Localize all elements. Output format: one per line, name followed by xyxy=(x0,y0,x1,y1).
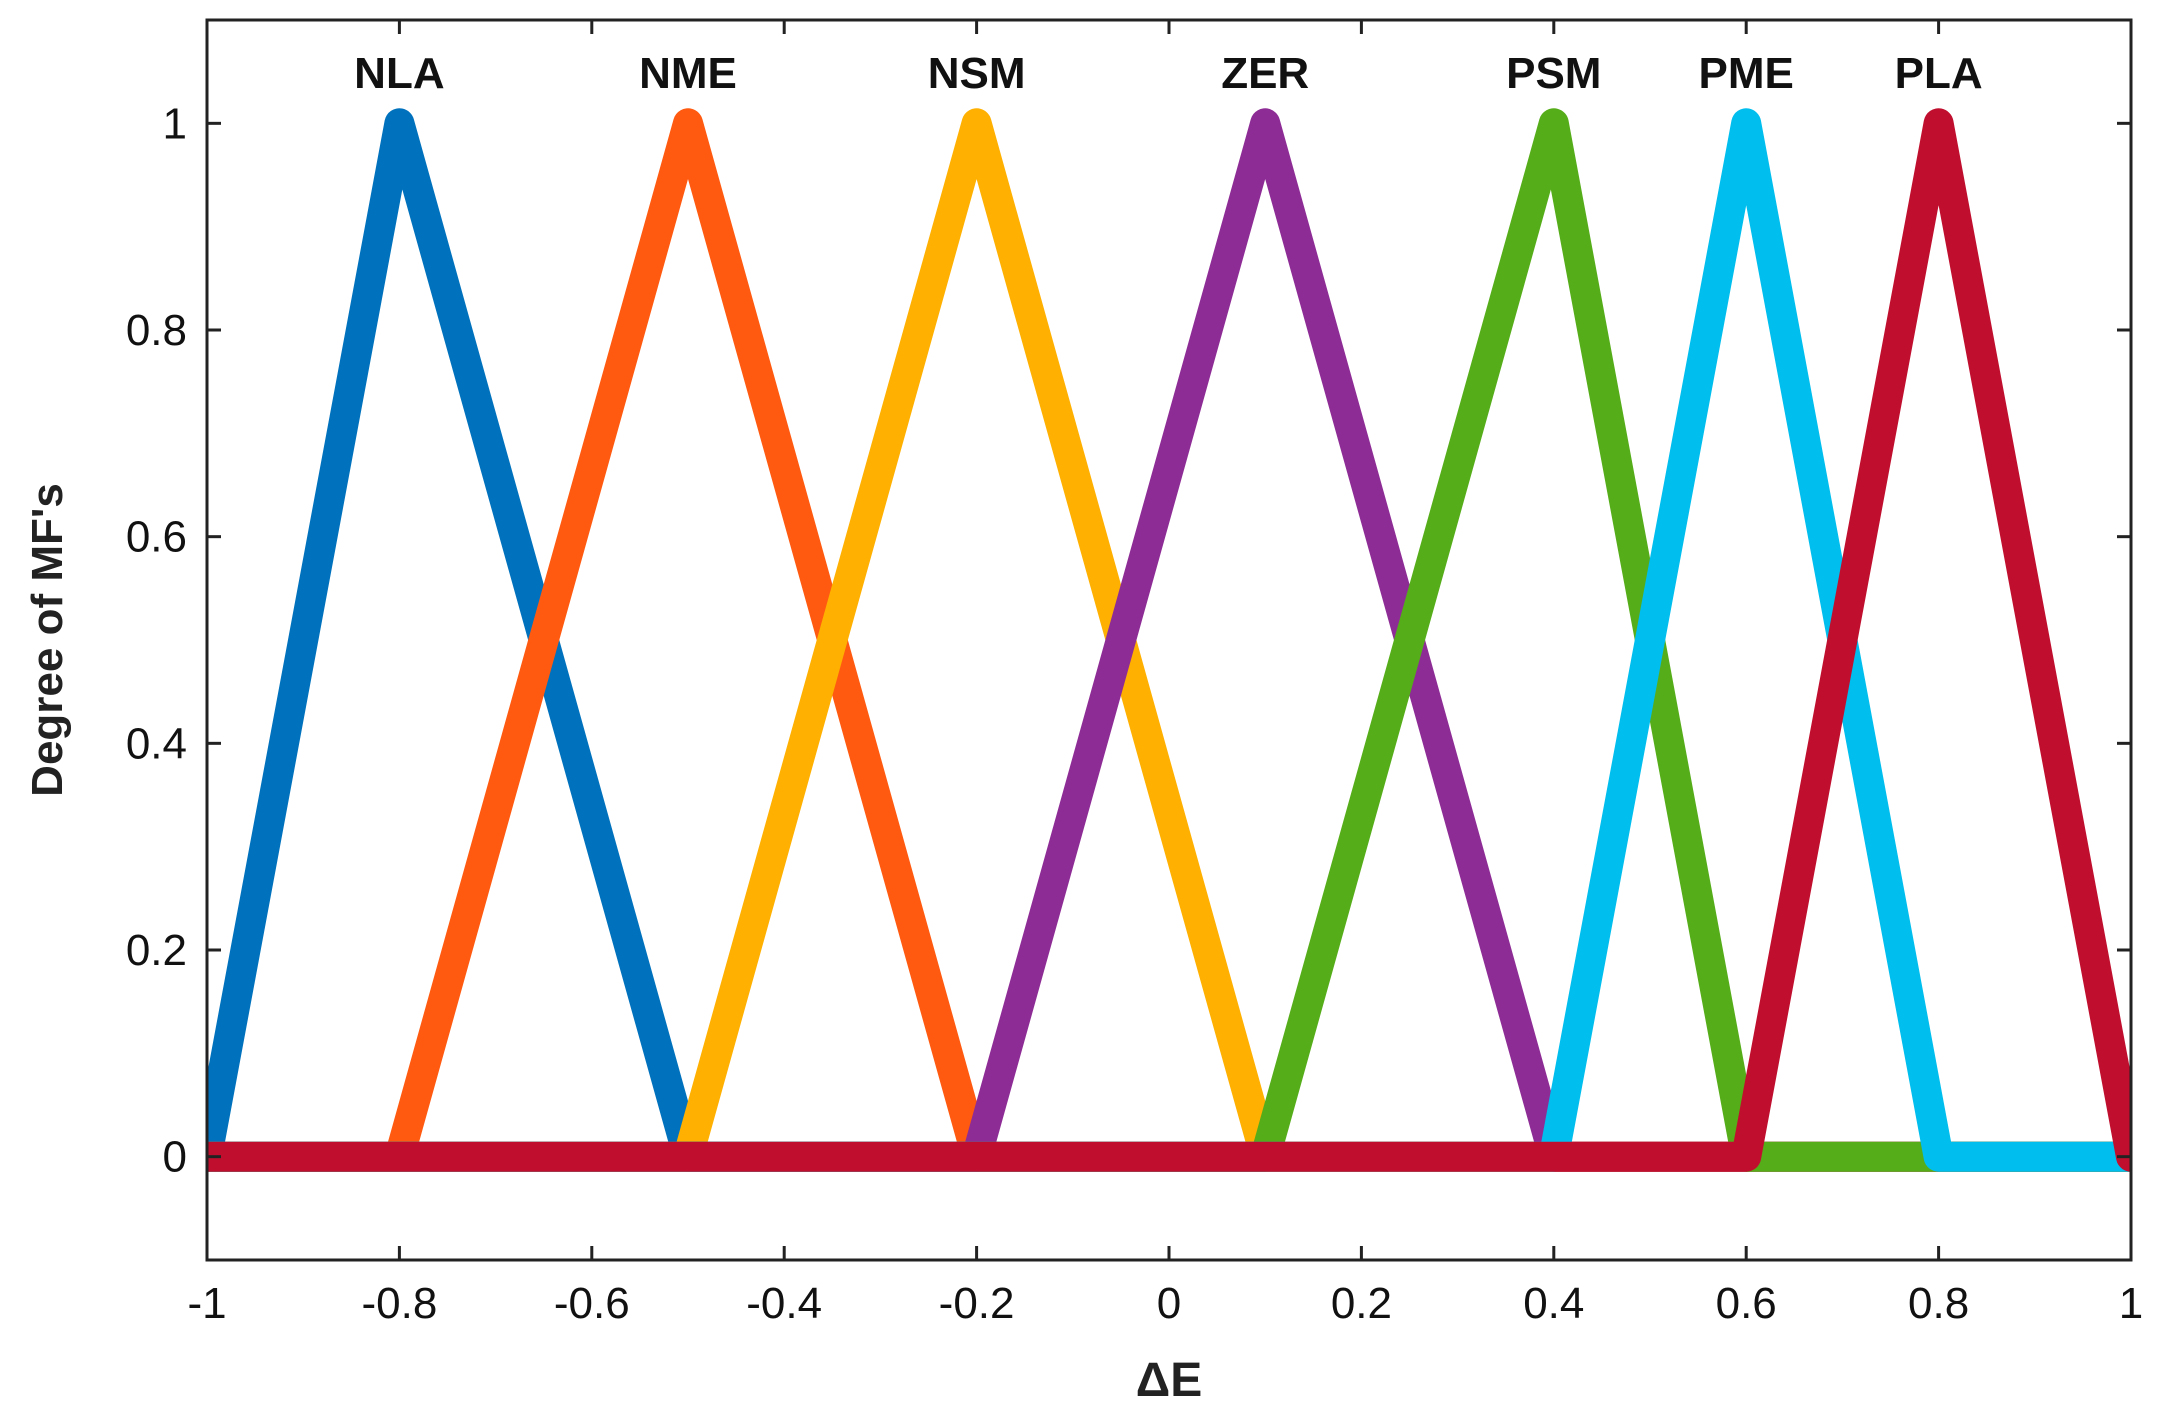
x-axis-label: ΔE xyxy=(1136,1354,1203,1407)
series-layer xyxy=(207,108,2131,1172)
mf-label-zer: ZER xyxy=(1221,49,1309,98)
x-tick-label: -1 xyxy=(187,1279,226,1328)
x-tick-label: -0.4 xyxy=(746,1279,822,1328)
x-tick-label: 0.4 xyxy=(1523,1279,1584,1328)
x-tick-label: 0.2 xyxy=(1331,1279,1392,1328)
y-tick-label: 0.8 xyxy=(126,306,187,355)
mf-label-psm: PSM xyxy=(1506,49,1601,98)
mf-label-nme: NME xyxy=(639,49,737,98)
plot-frame xyxy=(205,18,2133,1262)
x-tick-label: -0.6 xyxy=(554,1279,630,1328)
x-tick-label: -0.2 xyxy=(939,1279,1015,1328)
x-tick-label: 0 xyxy=(1157,1279,1181,1328)
mf-labels-layer: NLA NME NSM ZER PSM PME PLA xyxy=(354,49,1982,98)
mf-label-nsm: NSM xyxy=(928,49,1026,98)
y-tick-label: 0 xyxy=(163,1133,187,1182)
y-tick-label: 0.4 xyxy=(126,719,187,768)
x-tick-label: -0.8 xyxy=(361,1279,437,1328)
mf-label-pla: PLA xyxy=(1895,49,1983,98)
y-axis-label: Degree of MF's xyxy=(23,483,72,797)
series-line-pla xyxy=(207,108,2131,1172)
y-tick-label: 0.2 xyxy=(126,926,187,975)
y-tick-labels: 0 0.2 0.4 0.6 0.8 1 xyxy=(126,99,187,1181)
mf-label-pme: PME xyxy=(1699,49,1794,98)
plot-background xyxy=(207,20,2131,1260)
x-tick-labels: -1 -0.8 -0.6 -0.4 -0.2 0 0.2 0.4 0.6 0.8 1 xyxy=(187,1279,2143,1328)
mf-label-nla: NLA xyxy=(354,49,444,98)
x-tick-label: 0.6 xyxy=(1716,1279,1777,1328)
y-tick-label: 0.6 xyxy=(126,513,187,562)
y-tick-label: 1 xyxy=(163,99,187,148)
x-tick-label: 1 xyxy=(2119,1279,2143,1328)
x-tick-label: 0.8 xyxy=(1908,1279,1969,1328)
